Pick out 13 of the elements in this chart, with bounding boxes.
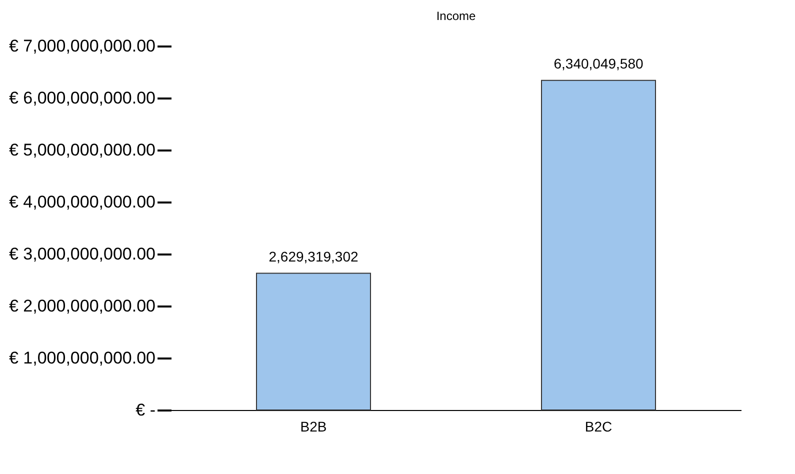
y-tick-label: € 4,000,000,000.00	[8, 192, 156, 212]
chart-title: Income	[436, 9, 476, 23]
y-tick-label: € 5,000,000,000.00	[8, 140, 156, 160]
x-tick-label: B2B	[300, 418, 327, 434]
y-tick-label: € 1,000,000,000.00	[8, 348, 156, 368]
data-label: 2,629,319,302	[268, 248, 358, 264]
y-tick-label: € 3,000,000,000.00	[8, 244, 156, 264]
y-tick-label: € 6,000,000,000.00	[8, 88, 156, 108]
data-label: 6,340,049,580	[554, 55, 644, 72]
y-tick-label: € 7,000,000,000.00	[8, 36, 156, 56]
x-tick-label: B2C	[584, 418, 612, 434]
y-tick-label: € -	[136, 400, 156, 420]
y-tick-label: € 2,000,000,000.00	[8, 296, 156, 316]
